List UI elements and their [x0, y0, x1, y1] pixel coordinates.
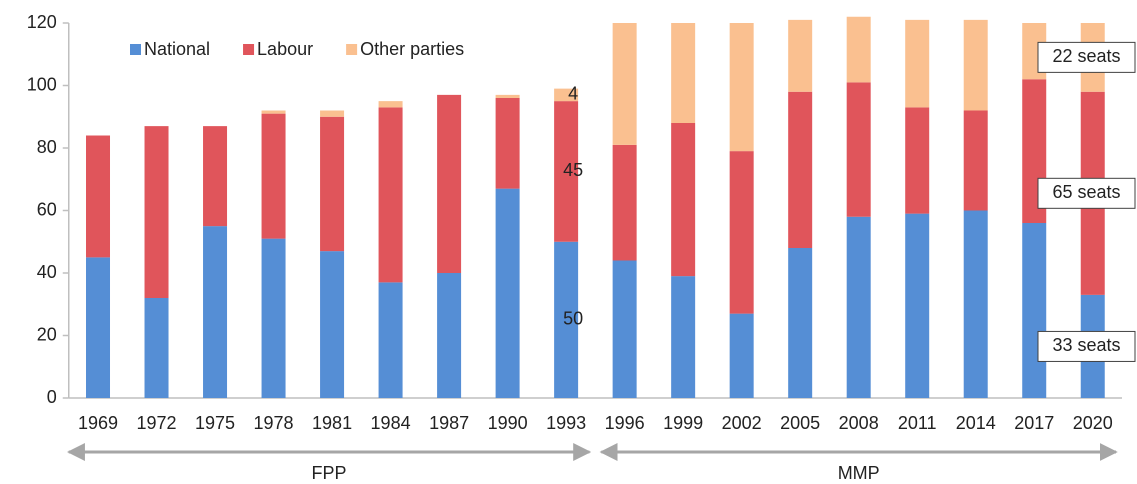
value-label: 22 seats: [1052, 46, 1120, 66]
bar-segment: [554, 88, 579, 102]
bar-segment: [905, 107, 930, 214]
y-tick-label: 100: [27, 74, 57, 94]
bar-segment: [1022, 223, 1047, 398]
legend-label: National: [144, 39, 210, 59]
bar-segment: [729, 151, 754, 314]
value-label: 45: [563, 160, 583, 180]
bar-segment: [378, 101, 403, 108]
y-tick-label: 60: [37, 199, 57, 219]
y-tick-label: 0: [47, 387, 57, 407]
bar-segment: [671, 123, 696, 277]
x-tick-label: 2017: [1014, 413, 1054, 433]
bar-segment: [671, 23, 696, 123]
bar-segment: [846, 16, 871, 83]
bar-segment: [671, 276, 696, 398]
x-tick-label: 1978: [254, 413, 294, 433]
y-tick-label: 40: [37, 262, 57, 282]
x-tick-label: 2014: [956, 413, 996, 433]
bar-segment: [788, 91, 813, 248]
bar-segment: [846, 216, 871, 398]
bar-segment: [203, 126, 228, 227]
x-tick-label: 1972: [136, 413, 176, 433]
bar-segment: [729, 23, 754, 152]
bar-segment: [144, 298, 169, 398]
legend-swatch: [243, 44, 255, 55]
bar-segment: [378, 107, 403, 283]
bar-segment: [905, 213, 930, 398]
bar-segment: [963, 210, 988, 398]
x-tick-label: 1969: [78, 413, 118, 433]
x-tick-label: 2011: [898, 413, 937, 433]
bar-segment: [846, 82, 871, 217]
bar-segment: [905, 19, 930, 108]
x-tick-label: 1987: [429, 413, 469, 433]
x-tick-label: 1984: [371, 413, 411, 433]
bar-segment: [261, 238, 286, 398]
bar-segment: [729, 313, 754, 398]
bar-segment: [203, 226, 228, 398]
bar-segment: [554, 241, 579, 398]
bar-segment: [788, 248, 813, 398]
bar-segment: [261, 110, 286, 114]
value-label: 4: [568, 84, 578, 104]
x-tick-label: 1981: [312, 413, 352, 433]
legend-label: Labour: [257, 39, 313, 59]
bar-segment: [320, 251, 345, 398]
bar-segment: [437, 94, 462, 273]
bar-segment: [86, 257, 111, 398]
x-tick-label: 1999: [663, 413, 703, 433]
bar-segment: [437, 273, 462, 398]
bar-segment: [261, 113, 286, 239]
bar-segment: [495, 94, 520, 98]
x-tick-label: 2002: [722, 413, 762, 433]
bar-segment: [86, 135, 111, 258]
x-tick-label: 2008: [839, 413, 879, 433]
bar-segment: [963, 110, 988, 211]
x-tick-label: 2020: [1073, 413, 1113, 433]
bar-segment: [320, 110, 345, 117]
bar-segment: [378, 282, 403, 398]
label-box: [1037, 330, 1136, 362]
x-tick-label: 1990: [488, 413, 528, 433]
bar-segment: [554, 101, 579, 242]
y-tick-label: 120: [27, 12, 57, 32]
y-tick-label: 80: [37, 137, 57, 157]
bar-segment: [495, 98, 520, 189]
bar-segment: [320, 116, 345, 252]
legend-swatch: [346, 44, 358, 55]
y-tick-label: 20: [37, 324, 57, 344]
bar-segment: [612, 260, 637, 398]
x-tick-label: 1975: [195, 413, 235, 433]
period-label: FPP: [312, 463, 347, 483]
bar-segment: [788, 19, 813, 92]
bar-segment: [963, 19, 988, 111]
legend-swatch: [130, 44, 141, 55]
bar-segment: [495, 188, 520, 398]
label-box: [1037, 41, 1136, 73]
x-tick-label: 1993: [546, 413, 586, 433]
value-label: 33 seats: [1052, 335, 1120, 355]
label-box: [1037, 177, 1136, 209]
legend-label: Other parties: [360, 39, 464, 59]
bar-segment: [612, 23, 637, 145]
bar-segment: [612, 144, 637, 261]
x-tick-label: 1996: [605, 413, 645, 433]
bar-segment: [144, 126, 169, 298]
period-label: MMP: [838, 463, 880, 483]
value-label: 50: [563, 309, 583, 329]
value-label: 65 seats: [1052, 182, 1120, 202]
x-tick-label: 2005: [780, 413, 820, 433]
